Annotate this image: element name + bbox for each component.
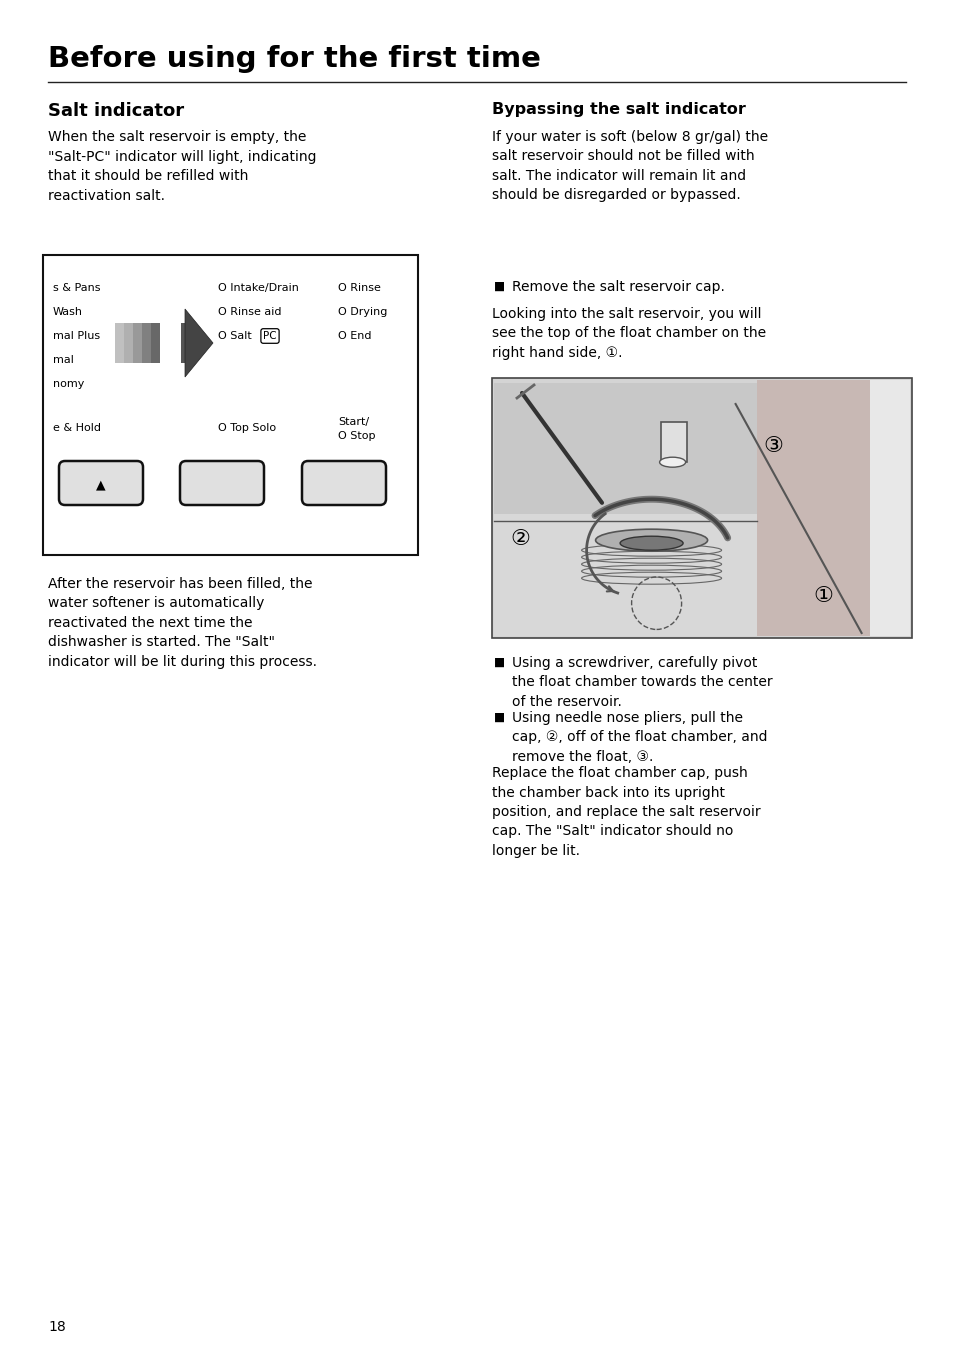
Bar: [132, 323, 142, 362]
Text: ③: ③: [762, 435, 782, 456]
Text: ▲: ▲: [96, 479, 106, 492]
Text: O Rinse: O Rinse: [337, 283, 380, 293]
Bar: [494, 383, 758, 521]
FancyBboxPatch shape: [59, 461, 143, 506]
Bar: [142, 323, 151, 362]
Text: Replace the float chamber cap, push
the chamber back into its upright
position, : Replace the float chamber cap, push the …: [492, 767, 760, 859]
Text: Bypassing the salt indicator: Bypassing the salt indicator: [492, 101, 745, 118]
Bar: [181, 323, 189, 362]
Bar: [492, 379, 911, 638]
Ellipse shape: [619, 537, 682, 550]
Text: Using needle nose pliers, pull the
cap, ②, off of the float chamber, and
remove : Using needle nose pliers, pull the cap, …: [512, 711, 767, 764]
FancyBboxPatch shape: [180, 461, 264, 506]
Bar: [115, 323, 124, 362]
Text: Before using for the first time: Before using for the first time: [48, 45, 540, 73]
Text: O Stop: O Stop: [337, 431, 375, 441]
Text: ■: ■: [494, 711, 504, 725]
Text: When the salt reservoir is empty, the
"Salt-PC" indicator will light, indicating: When the salt reservoir is empty, the "S…: [48, 130, 316, 203]
Bar: [659, 422, 686, 462]
Text: Looking into the salt reservoir, you will
see the top of the float chamber on th: Looking into the salt reservoir, you wil…: [492, 307, 765, 360]
Text: O Rinse aid: O Rinse aid: [218, 307, 281, 316]
Bar: [124, 323, 132, 362]
Bar: [151, 323, 160, 362]
Text: If your water is soft (below 8 gr/gal) the
salt reservoir should not be filled w: If your water is soft (below 8 gr/gal) t…: [492, 130, 767, 203]
Bar: [43, 256, 417, 556]
Text: s & Pans: s & Pans: [53, 283, 100, 293]
Text: O Drying: O Drying: [337, 307, 387, 316]
Text: Remove the salt reservoir cap.: Remove the salt reservoir cap.: [512, 280, 724, 293]
Text: ■: ■: [494, 656, 504, 669]
Text: 18: 18: [48, 1320, 66, 1334]
Text: Wash: Wash: [53, 307, 83, 316]
Text: ②: ②: [510, 529, 530, 549]
Polygon shape: [185, 310, 213, 377]
Ellipse shape: [659, 457, 685, 468]
Text: PC: PC: [263, 331, 276, 341]
Text: nomy: nomy: [53, 379, 84, 389]
Bar: [756, 380, 907, 635]
Text: Start/: Start/: [337, 416, 369, 427]
Bar: [494, 514, 758, 635]
Text: mal Plus: mal Plus: [53, 331, 100, 341]
Bar: [869, 380, 909, 635]
Text: ■: ■: [494, 280, 504, 293]
Text: O Intake/Drain: O Intake/Drain: [218, 283, 298, 293]
Text: O Salt: O Salt: [218, 331, 252, 341]
Text: O Top Solo: O Top Solo: [218, 423, 275, 433]
Text: Using a screwdriver, carefully pivot
the float chamber towards the center
of the: Using a screwdriver, carefully pivot the…: [512, 656, 772, 708]
Ellipse shape: [595, 529, 707, 552]
FancyBboxPatch shape: [302, 461, 386, 506]
Text: Salt indicator: Salt indicator: [48, 101, 184, 120]
Text: O End: O End: [337, 331, 371, 341]
Text: ①: ①: [813, 587, 833, 607]
Text: e & Hold: e & Hold: [53, 423, 101, 433]
Text: After the reservoir has been filled, the
water softener is automatically
reactiv: After the reservoir has been filled, the…: [48, 577, 316, 669]
Text: mal: mal: [53, 356, 73, 365]
